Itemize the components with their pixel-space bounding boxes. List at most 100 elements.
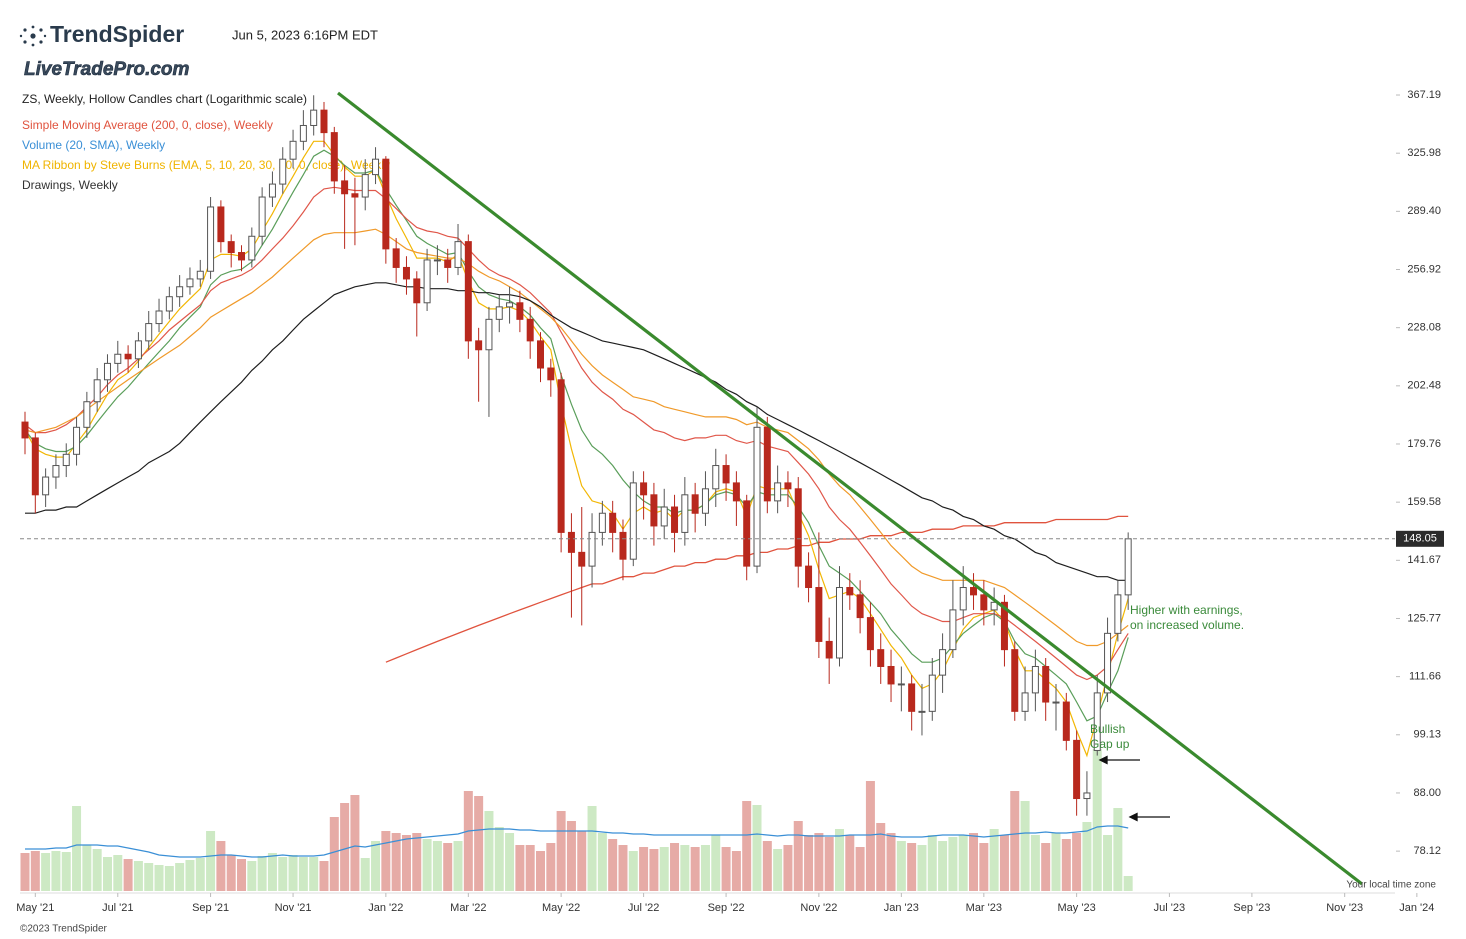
annotation: Higher with earnings, (1130, 603, 1243, 617)
volume-bar (587, 806, 597, 891)
volume-bar (618, 845, 628, 891)
volume-bar (474, 796, 484, 891)
volume-bar (690, 847, 700, 891)
volume-bar (814, 833, 824, 891)
x-tick-label: Nov '21 (275, 902, 312, 914)
volume-bar (680, 845, 690, 891)
candle-body (516, 302, 524, 320)
candle-body (660, 506, 668, 527)
y-tick-label: 99.13 (1413, 729, 1441, 741)
volume-bar (216, 841, 226, 891)
volume-bar (773, 849, 783, 891)
candle-body (815, 587, 823, 642)
volume-bar (257, 856, 267, 891)
annotation: Bullish (1090, 722, 1125, 736)
candle-body (609, 512, 617, 533)
volume-bar (700, 845, 710, 891)
candle-body (784, 482, 792, 490)
candle-body (464, 241, 472, 342)
volume-bar (927, 835, 937, 891)
candle-body (103, 362, 111, 381)
candle-body (712, 465, 720, 490)
candle-body (547, 367, 555, 381)
volume-bar (639, 847, 649, 891)
brand: TrendSpider (50, 21, 184, 47)
volume-bar (659, 847, 669, 891)
volume-bar (1123, 876, 1133, 891)
candle-body (217, 206, 225, 243)
volume-bar (453, 841, 463, 891)
volume-bar (762, 841, 772, 891)
candle-body (506, 302, 514, 308)
x-tick-label: Jan '23 (884, 902, 919, 914)
volume-bar (72, 806, 82, 891)
candle-body (732, 482, 740, 502)
y-tick-label: 125.77 (1407, 612, 1441, 624)
candle-body (681, 494, 689, 533)
candle-body (196, 270, 204, 280)
candle-body (928, 674, 936, 712)
volume-bar (144, 863, 154, 891)
x-tick-label: Mar '22 (450, 902, 486, 914)
candle-body (598, 512, 606, 533)
candle-body (763, 426, 771, 502)
candle-body (835, 587, 843, 659)
volume-bar (597, 833, 607, 891)
candle-body (557, 379, 565, 533)
candle-body (227, 241, 235, 254)
volume-bar (226, 855, 236, 891)
volume-bar (989, 829, 999, 891)
volume-bar (917, 845, 927, 891)
candle-body (805, 565, 813, 589)
volume-bar (309, 857, 319, 891)
candle-body (413, 278, 421, 304)
candle-body (145, 323, 153, 342)
volume-bar (92, 849, 102, 891)
volume-bar (288, 855, 298, 891)
volume-bar (237, 859, 247, 891)
x-tick-label: Jan '22 (368, 902, 403, 914)
y-tick-label: 256.92 (1407, 263, 1441, 275)
candle-body (186, 278, 194, 288)
legend-sma: Simple Moving Average (200, 0, close), W… (22, 118, 273, 132)
candle-body (268, 183, 276, 198)
candle-body (753, 426, 761, 567)
volume-bar (278, 857, 288, 891)
candle-body (134, 340, 142, 360)
legend-title: ZS, Weekly, Hollow Candles chart (Logari… (22, 92, 307, 106)
volume-bar (164, 866, 174, 891)
y-tick-label: 141.67 (1407, 554, 1441, 566)
candle-body (444, 259, 452, 268)
volume-bar (175, 863, 185, 891)
volume-bar (577, 831, 587, 891)
candle-body (887, 665, 895, 685)
volume-bar (566, 821, 576, 891)
volume-bar (546, 843, 556, 891)
volume-bar (1061, 839, 1071, 891)
candle-body (794, 488, 802, 567)
candle-body (856, 594, 864, 619)
volume-bar (1103, 835, 1113, 891)
candle-body (939, 649, 947, 676)
candle-body (567, 531, 575, 553)
candle-body (382, 158, 390, 250)
volume-bar (412, 833, 422, 891)
candle-body (1021, 692, 1029, 712)
volume-bar (608, 839, 618, 891)
ribbon-line (24, 186, 1129, 681)
candle-body (372, 158, 380, 176)
volume-bar (505, 833, 515, 891)
candle-body (846, 587, 854, 596)
volume-bar (979, 843, 989, 891)
volume-bar (195, 858, 205, 891)
volume-bar (360, 858, 370, 891)
candle-body (1042, 665, 1050, 703)
volume-bar (896, 841, 906, 891)
x-tick-label: Jul '21 (102, 902, 133, 914)
volume-bar (556, 811, 566, 891)
x-tick-label: Nov '23 (1326, 902, 1363, 914)
last-price-box (1396, 530, 1444, 547)
x-tick-label: Nov '22 (800, 902, 837, 914)
candle-body (155, 310, 163, 325)
